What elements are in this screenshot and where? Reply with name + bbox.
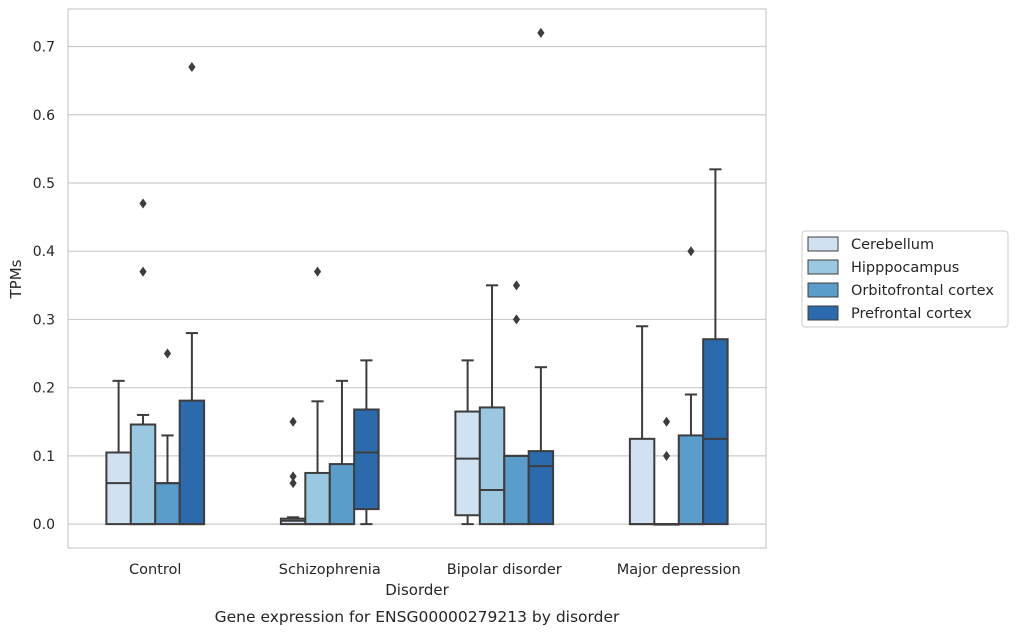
boxes [105, 27, 729, 526]
y-tick-label: 0.2 [33, 381, 55, 397]
box [454, 359, 481, 526]
box-body [503, 454, 530, 526]
box [503, 280, 530, 526]
y-axis-label: TPMs [7, 259, 25, 299]
box [105, 379, 132, 526]
legend-label: Orbitofrontal cortex [851, 283, 994, 299]
y-tick-label: 0.3 [33, 312, 55, 328]
outlier-point [662, 450, 671, 461]
box-body [328, 463, 356, 526]
grid-lines [68, 45, 766, 525]
legend-frame [801, 230, 1009, 328]
box [677, 246, 705, 526]
box-body [105, 451, 132, 526]
box [178, 61, 206, 526]
box [478, 284, 506, 526]
outlier-point [139, 266, 147, 277]
box [328, 379, 356, 526]
y-tick-label: 0.6 [33, 108, 55, 124]
box-body [178, 399, 206, 526]
legend-label: Cerebellum [851, 237, 934, 253]
box-body [353, 408, 380, 511]
x-tick-labels: Control Schizophrenia Bipolar disorder Majo… [129, 562, 741, 578]
box-body [527, 450, 555, 526]
y-tick-label: 0.0 [33, 517, 55, 533]
outlier-point [662, 416, 671, 427]
legend: Cerebellum Hipppocampus Orbitofrontal cort… [801, 230, 1009, 328]
box-body [702, 338, 729, 526]
outlier-point [687, 246, 695, 257]
box-body [304, 471, 331, 526]
legend-swatch [807, 305, 839, 321]
legend-label: Hipppocampus [851, 260, 959, 276]
box-body [478, 406, 506, 526]
y-tick-label: 0.4 [33, 244, 55, 260]
outlier-point [139, 198, 147, 209]
x-tick-label: Schizophrenia [279, 562, 381, 578]
outlier-point [163, 348, 172, 359]
legend-swatch [807, 282, 839, 298]
y-tick-labels: 0.0 0.1 0.2 0.3 0.4 0.5 0.6 0.7 [33, 40, 55, 534]
x-axis-label: Disorder [385, 581, 449, 599]
plot-frame [67, 8, 767, 549]
x-tick-label: Bipolar disorder [447, 562, 562, 578]
box [628, 325, 656, 526]
box [279, 416, 307, 526]
box-body [454, 410, 481, 517]
box-body [677, 434, 705, 526]
box [353, 359, 380, 526]
outlier-point [188, 61, 196, 72]
legend-swatch [807, 259, 839, 275]
legend-label: Prefrontal cortex [851, 306, 972, 322]
box [129, 198, 157, 526]
y-tick-label: 0.7 [33, 40, 55, 56]
y-tick-label: 0.5 [33, 176, 55, 192]
box-body [154, 482, 181, 526]
outlier-point [512, 314, 521, 325]
outlier-point [537, 27, 545, 38]
x-tick-label: Major depression [617, 562, 741, 578]
box [702, 168, 729, 526]
outlier-point [289, 416, 297, 427]
x-tick-label: Control [129, 562, 181, 578]
outlier-point [289, 478, 297, 489]
y-tick-label: 0.1 [33, 449, 55, 465]
legend-swatch [807, 236, 839, 252]
box [527, 27, 555, 526]
box [154, 348, 181, 526]
box [653, 416, 680, 526]
box-body [129, 423, 157, 526]
box [304, 266, 331, 526]
outlier-point [289, 471, 297, 482]
outlier-point [512, 280, 521, 291]
chart-title: Gene expression for ENSG00000279213 by d… [215, 608, 620, 626]
box-body [628, 437, 656, 526]
outlier-point [313, 266, 322, 277]
